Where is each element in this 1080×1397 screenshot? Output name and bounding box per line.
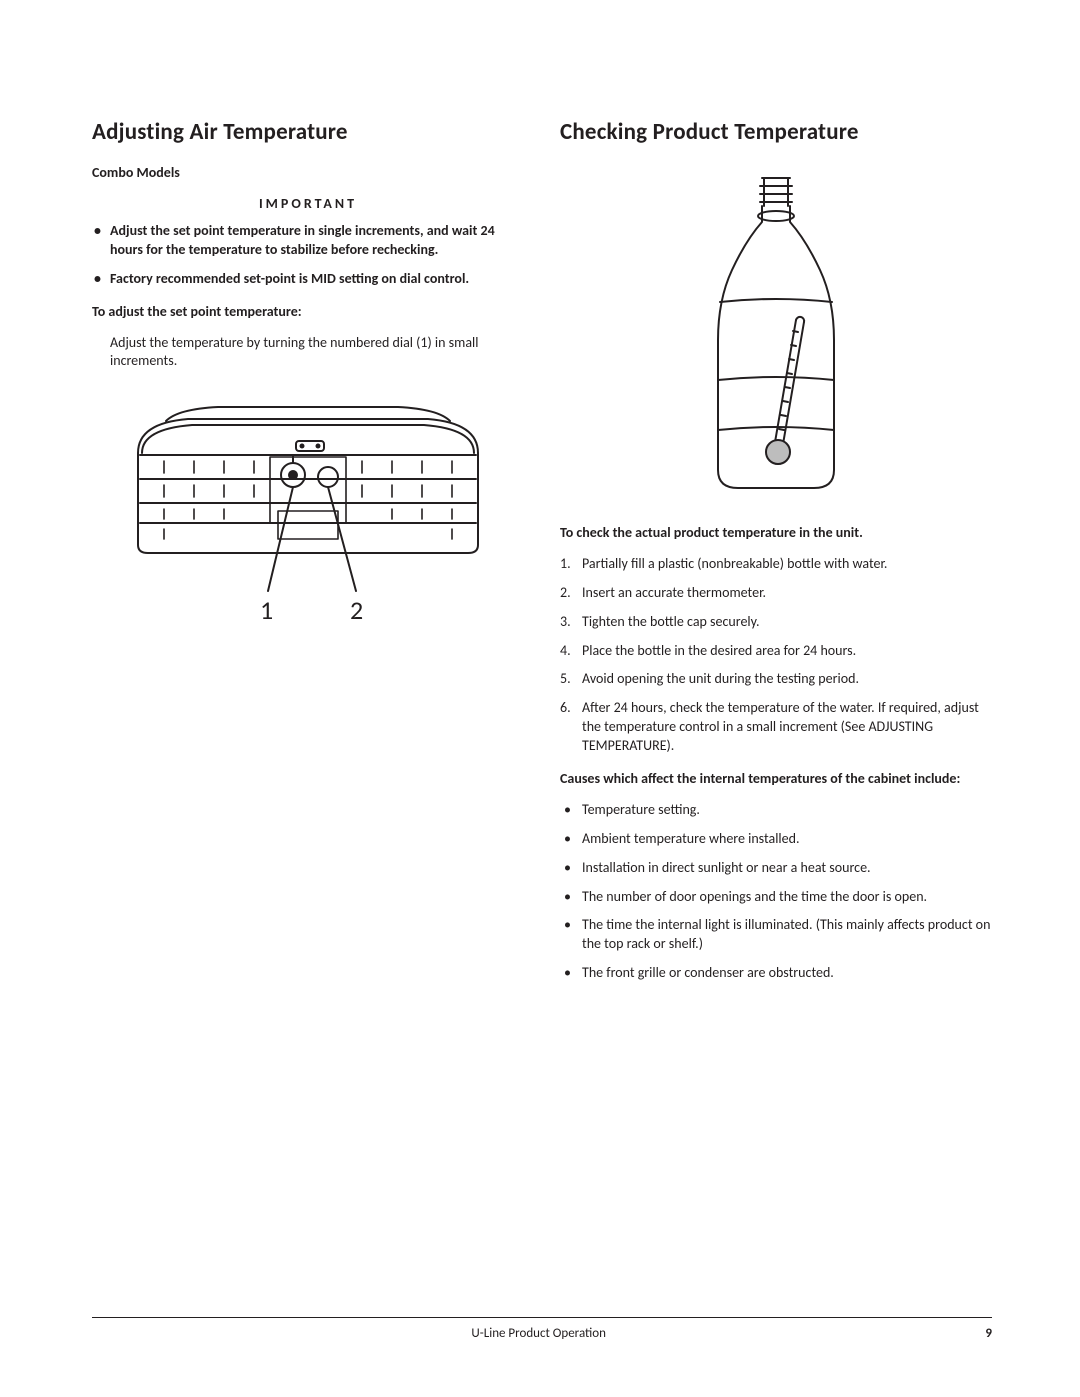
cause-item: The number of door openings and the time… [582, 888, 992, 907]
adjust-heading: To adjust the set point temperature: [92, 303, 524, 322]
grille-svg: 1 2 [118, 395, 498, 635]
cause-item: Ambient temperature where installed. [582, 830, 992, 849]
important-bullets: Adjust the set point temperature in sing… [92, 222, 524, 289]
causes-list: Temperature setting. Ambient temperature… [560, 801, 992, 983]
step-item: Place the bottle in the desired area for… [582, 642, 992, 661]
cause-item: The front grille or condenser are obstru… [582, 964, 992, 983]
step-item: Partially fill a plastic (nonbreakable) … [582, 555, 992, 574]
step-item: Tighten the bottle cap securely. [582, 613, 992, 632]
two-column-layout: Adjusting Air Temperature Combo Models I… [92, 118, 992, 993]
step-item: After 24 hours, check the temperature of… [582, 699, 992, 756]
page-footer: U-Line Product Operation 9 [92, 1317, 992, 1341]
manual-page: Adjusting Air Temperature Combo Models I… [0, 0, 1080, 1397]
adjust-body: Adjust the temperature by turning the nu… [92, 334, 524, 372]
left-column: Adjusting Air Temperature Combo Models I… [92, 118, 524, 993]
right-title: Checking Product Temperature [560, 118, 992, 146]
cause-item: Installation in direct sunlight or near … [582, 859, 992, 878]
right-column: Checking Product Temperature [560, 118, 992, 993]
cause-item: Temperature setting. [582, 801, 992, 820]
page-number: 9 [985, 1326, 992, 1341]
check-heading: To check the actual product temperature … [560, 524, 992, 543]
step-item: Avoid opening the unit during the testin… [582, 670, 992, 689]
bottle-figure [560, 170, 992, 500]
step-item: Insert an accurate thermometer. [582, 584, 992, 603]
footer-text: U-Line Product Operation [471, 1326, 606, 1341]
figure-label-2: 2 [350, 594, 363, 626]
check-steps: Partially fill a plastic (nonbreakable) … [560, 555, 992, 756]
important-label: IMPORTANT [92, 195, 524, 212]
left-title: Adjusting Air Temperature [92, 118, 524, 146]
important-bullet: Adjust the set point temperature in sing… [110, 222, 524, 260]
figure-label-1: 1 [260, 594, 273, 626]
bottle-svg [666, 170, 886, 500]
important-bullet: Factory recommended set-point is MID set… [110, 270, 524, 289]
grille-figure: 1 2 [92, 395, 524, 635]
cause-item: The time the internal light is illuminat… [582, 916, 992, 954]
causes-heading: Causes which affect the internal tempera… [560, 770, 992, 789]
left-subhead: Combo Models [92, 164, 524, 181]
